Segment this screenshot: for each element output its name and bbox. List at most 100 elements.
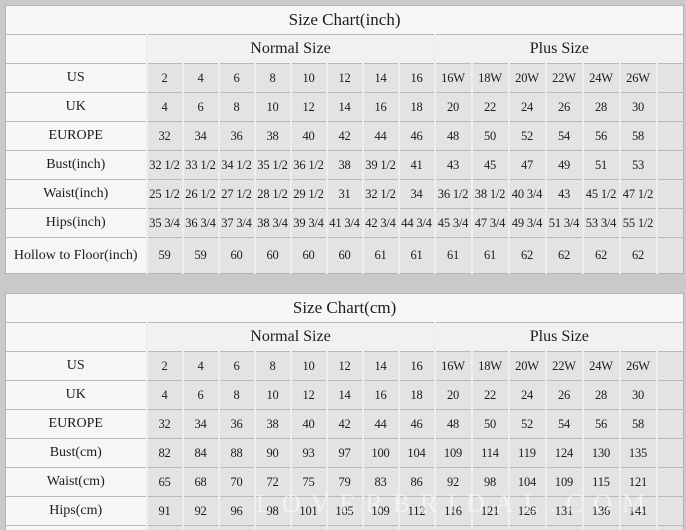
size-value-cell: 48 — [433, 121, 472, 151]
size-value-cell: 16 — [361, 92, 399, 122]
empty-cell — [655, 438, 684, 468]
size-value-cell: 14 — [361, 63, 399, 93]
table-row: Hollow to Floor(cm)141147150150152152155… — [5, 525, 684, 530]
column-group-row: Normal Size Plus Size — [5, 322, 684, 352]
size-value-cell: 44 — [361, 409, 399, 439]
size-value-cell: 54 — [544, 409, 583, 439]
size-value-cell: 42 — [325, 409, 363, 439]
size-value-cell: 31 — [325, 179, 363, 209]
size-value-cell: 130 — [581, 438, 620, 468]
size-value-cell: 62 — [507, 237, 546, 274]
empty-cell — [655, 63, 684, 93]
size-value-cell: 28 — [581, 380, 620, 410]
size-value-cell: 47 — [507, 150, 546, 180]
size-value-cell: 51 3/4 — [544, 208, 583, 238]
size-value-cell: 84 — [181, 438, 219, 468]
size-value-cell: 152 — [289, 525, 327, 530]
size-value-cell: 12 — [289, 92, 327, 122]
size-value-cell: 36 1/2 — [433, 179, 472, 209]
size-value-cell: 121 — [470, 496, 509, 526]
size-value-cell: 61 — [397, 237, 435, 274]
size-value-cell: 158 — [581, 525, 620, 530]
size-value-cell: 26W — [618, 351, 657, 381]
empty-cell — [655, 525, 684, 530]
size-value-cell: 124 — [544, 438, 583, 468]
size-value-cell: 155 — [470, 525, 509, 530]
size-value-cell: 50 — [470, 121, 509, 151]
table-row: Waist(inch) 25 1/2 26 1/2 27 1/2 28 1/2 29 1/… — [5, 179, 684, 209]
size-value-cell: 62 — [544, 237, 583, 274]
size-value-cell: 38 3/4 — [253, 208, 291, 238]
size-value-cell: 10 — [289, 63, 327, 93]
table-row: UK 4 6 8 10 12 14 16 18 20 22 24 26 28 30 — [5, 92, 684, 122]
size-value-cell: 10 — [253, 92, 291, 122]
size-value-cell: 56 — [581, 121, 620, 151]
size-value-cell: 34 — [397, 179, 435, 209]
row-label: Hollow to Floor(inch) — [5, 237, 147, 274]
row-label: EUROPE — [5, 121, 147, 151]
size-value-cell: 141 — [618, 496, 657, 526]
size-value-cell: 12 — [325, 351, 363, 381]
size-value-cell: 61 — [470, 237, 509, 274]
size-value-cell: 16 — [397, 63, 435, 93]
size-value-cell: 90 — [253, 438, 291, 468]
size-value-cell: 158 — [618, 525, 657, 530]
size-value-cell: 45 1/2 — [581, 179, 620, 209]
size-value-cell: 96 — [217, 496, 255, 526]
label-column-spacer — [5, 322, 147, 352]
size-value-cell: 58 — [618, 121, 657, 151]
table-row: EUROPE 32 34 36 38 40 42 44 46 48 50 52 54 56 58 — [5, 409, 684, 439]
size-value-cell: 62 — [581, 237, 620, 274]
size-value-cell: 30 — [618, 92, 657, 122]
size-value-cell: 25 1/2 — [145, 179, 183, 209]
table-title: Size Chart(inch) — [5, 5, 684, 35]
size-value-cell: 26 1/2 — [181, 179, 219, 209]
normal-size-header: Normal Size — [145, 322, 435, 352]
size-value-cell: 49 3/4 — [507, 208, 546, 238]
empty-cell — [655, 237, 684, 274]
size-value-cell: 60 — [289, 237, 327, 274]
size-value-cell: 6 — [217, 351, 255, 381]
size-value-cell: 53 — [618, 150, 657, 180]
size-value-cell: 20W — [507, 63, 546, 93]
row-label: Waist(inch) — [5, 179, 147, 209]
size-value-cell: 58 — [618, 409, 657, 439]
size-value-cell: 158 — [507, 525, 546, 530]
size-value-cell: 98 — [253, 496, 291, 526]
label-column-spacer — [5, 34, 147, 64]
empty-cell — [655, 351, 684, 381]
size-value-cell: 18W — [470, 63, 509, 93]
size-value-cell: 114 — [470, 438, 509, 468]
size-value-cell: 20W — [507, 351, 546, 381]
size-value-cell: 18 — [397, 380, 435, 410]
size-value-cell: 61 — [433, 237, 472, 274]
table-row: EUROPE 32 34 36 38 40 42 44 46 48 50 52 54 56 58 — [5, 121, 684, 151]
size-value-cell: 109 — [433, 438, 472, 468]
size-value-cell: 93 — [289, 438, 327, 468]
table-row: Hips(inch) 35 3/4 36 3/4 37 3/4 38 3/4 39 3/4… — [5, 208, 684, 238]
size-value-cell: 2 — [145, 63, 183, 93]
column-group-row: Normal Size Plus Size — [5, 34, 684, 64]
size-value-cell: 30 — [618, 380, 657, 410]
size-value-cell: 40 — [289, 409, 327, 439]
row-label: UK — [5, 380, 147, 410]
size-chart-inch-table: Size Chart(inch) Normal Size Plus Size U… — [5, 5, 685, 274]
size-value-cell: 116 — [433, 496, 472, 526]
size-value-cell: 43 — [544, 179, 583, 209]
normal-size-header: Normal Size — [145, 34, 435, 64]
size-value-cell: 24W — [581, 63, 620, 93]
size-value-cell: 136 — [581, 496, 620, 526]
table-title-row: Size Chart(cm) — [5, 293, 684, 323]
size-value-cell: 26W — [618, 63, 657, 93]
size-value-cell: 126 — [507, 496, 546, 526]
size-value-cell: 109 — [544, 467, 583, 497]
size-value-cell: 119 — [507, 438, 546, 468]
size-value-cell: 22W — [544, 351, 583, 381]
size-value-cell: 20 — [433, 380, 472, 410]
row-label: Waist(cm) — [5, 467, 147, 497]
size-value-cell: 4 — [145, 380, 183, 410]
size-value-cell: 10 — [289, 351, 327, 381]
size-value-cell: 24 — [507, 92, 546, 122]
size-value-cell: 158 — [544, 525, 583, 530]
size-value-cell: 150 — [253, 525, 291, 530]
